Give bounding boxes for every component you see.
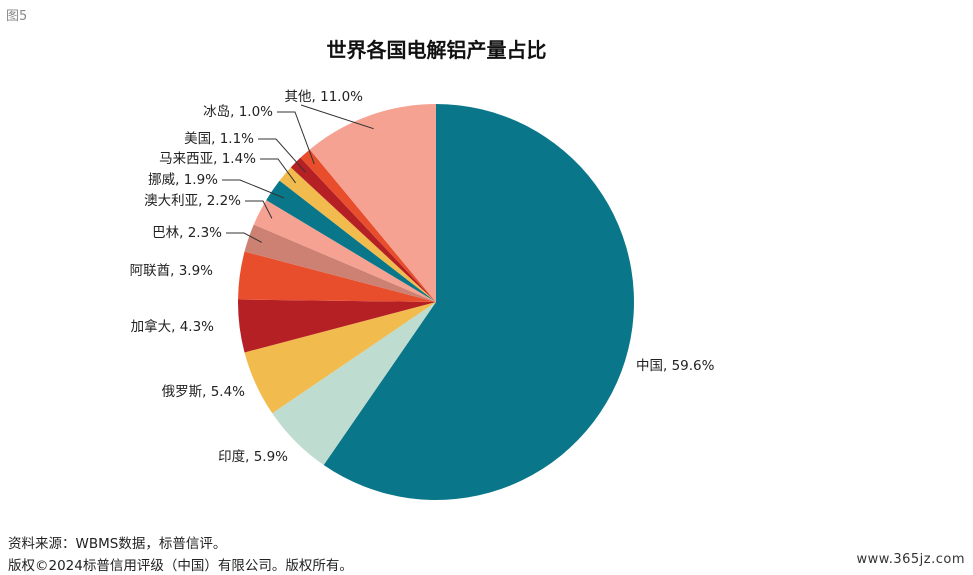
pie-slice xyxy=(253,200,436,302)
pie-slice xyxy=(244,302,436,414)
slice-label: 其他, 11.0% xyxy=(285,89,364,105)
slice-label: 澳大利亚, 2.2% xyxy=(144,193,241,209)
pie-slice xyxy=(266,180,436,302)
pie-slice xyxy=(309,104,436,302)
watermark: www.365jz.com xyxy=(856,552,965,567)
source-note: 资料来源：WBMS数据，标普信评。 xyxy=(8,536,227,552)
pie-slice xyxy=(244,224,436,302)
pie-slice xyxy=(272,302,436,466)
copyright-note: 版权©2024标普信用评级（中国）有限公司。版权所有。 xyxy=(8,558,353,574)
chart-title: 世界各国电解铝产量占比 xyxy=(326,38,547,62)
leader-line xyxy=(260,158,297,184)
pie-slice xyxy=(323,104,634,500)
pie-slice xyxy=(290,157,436,302)
leader-line xyxy=(222,179,285,199)
slice-label: 冰岛, 1.0% xyxy=(203,104,273,120)
figure-label: 图5 xyxy=(6,9,28,24)
leader-line xyxy=(258,138,306,173)
leader-line xyxy=(277,111,315,165)
leader-line xyxy=(300,104,374,130)
pie-slice xyxy=(238,251,436,302)
slice-label: 印度, 5.9% xyxy=(218,449,288,465)
slice-label: 美国, 1.1% xyxy=(184,131,254,147)
slice-label: 中国, 59.6% xyxy=(636,358,715,374)
leader-line xyxy=(245,200,273,219)
pie-slice xyxy=(279,167,436,302)
pie-slice xyxy=(300,149,436,302)
slice-label: 挪威, 1.9% xyxy=(148,172,218,188)
pie-slice xyxy=(238,299,436,353)
slice-label: 加拿大, 4.3% xyxy=(131,318,215,335)
slice-label: 马来西亚, 1.4% xyxy=(159,151,256,167)
slice-label: 阿联酋, 3.9% xyxy=(130,262,214,279)
slice-label: 俄罗斯, 5.4% xyxy=(162,384,246,400)
slice-label: 巴林, 2.3% xyxy=(152,225,222,241)
leader-line xyxy=(226,232,263,243)
